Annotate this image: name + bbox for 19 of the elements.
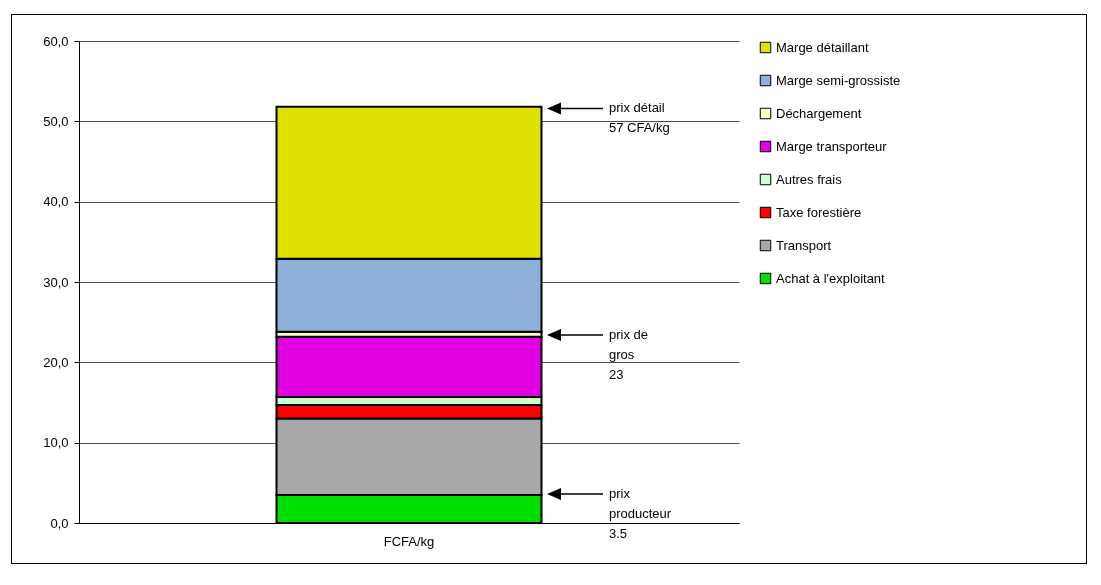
y-tick-label: 50,0 xyxy=(43,113,69,129)
legend-label: Transport xyxy=(776,237,832,253)
legend-label: Marge semi-grossiste xyxy=(776,72,901,88)
y-tick-label: 60,0 xyxy=(43,33,69,49)
legend-label: Marge transporteur xyxy=(776,138,888,154)
legend-label: Taxe forestière xyxy=(776,204,862,220)
x-tick-label: FCFA/kg xyxy=(383,533,435,549)
annotation: prix producteur 3.5 xyxy=(609,486,672,542)
y-tick-label: 30,0 xyxy=(43,274,69,290)
legend-label: Achat à l'exploitant xyxy=(776,270,886,286)
y-tick-label: 10,0 xyxy=(43,435,69,451)
legend-label: Marge détaillant xyxy=(776,39,869,55)
legend-label: Autres frais xyxy=(776,171,843,187)
y-tick-label: 0,0 xyxy=(50,515,69,531)
annotation: prix de gros 23 xyxy=(609,327,649,383)
y-tick-label: 20,0 xyxy=(43,354,69,370)
y-tick-label: 40,0 xyxy=(43,194,69,210)
legend-label: Déchargement xyxy=(776,105,862,121)
annotation: prix détail 57 CFA/kg xyxy=(609,100,670,136)
